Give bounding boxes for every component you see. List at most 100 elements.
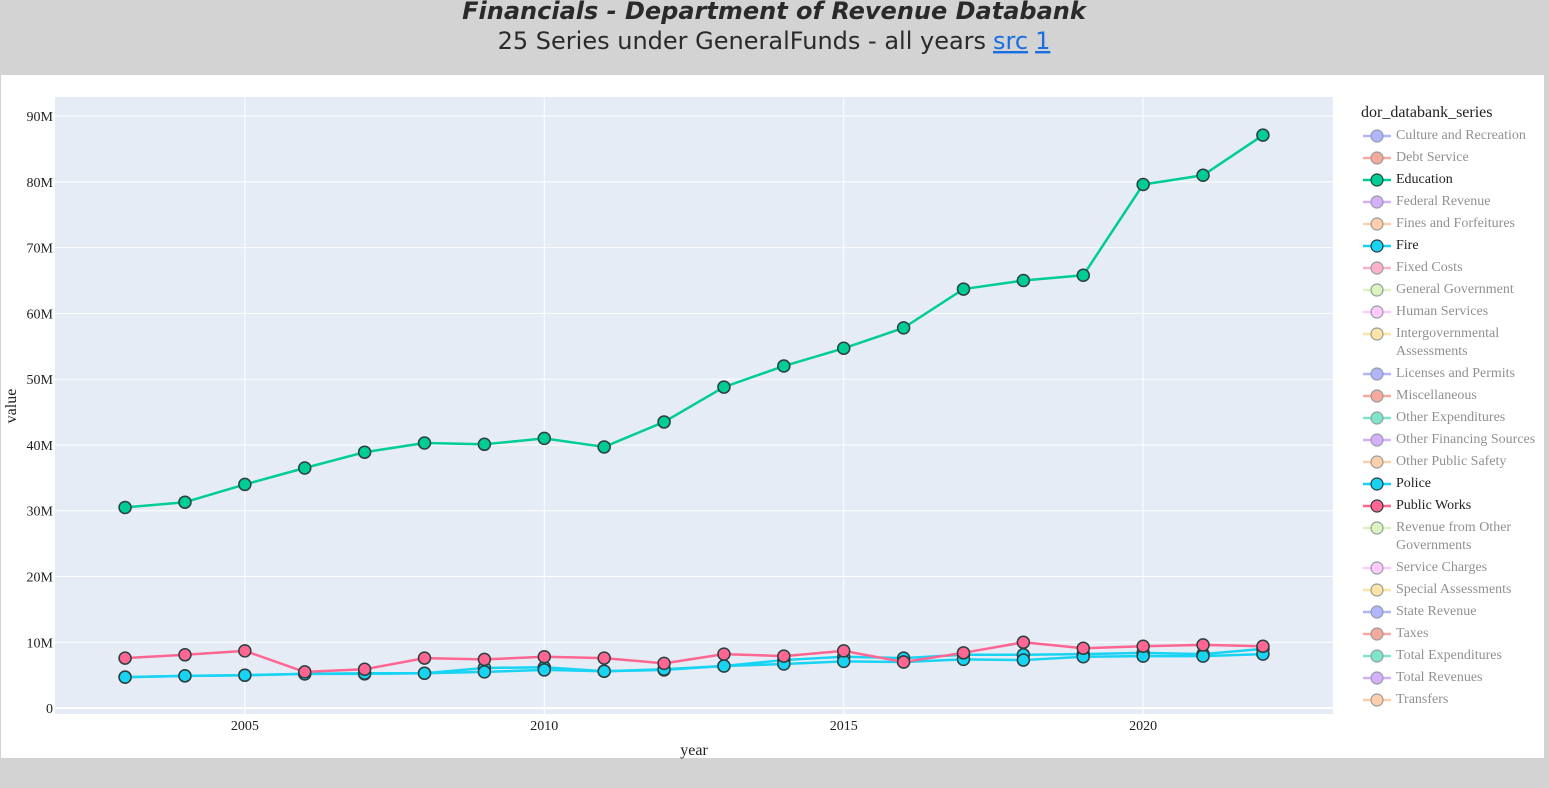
data-point — [717, 647, 731, 661]
legend-marker — [1370, 627, 1384, 641]
data-point — [956, 282, 971, 296]
legend-label: Intergovernmental Assessments — [1396, 326, 1500, 359]
legend-item[interactable]: Special Assessments — [1361, 580, 1543, 602]
data-point — [657, 415, 671, 429]
legend-marker — [1370, 217, 1384, 231]
legend-marker — [1370, 173, 1384, 187]
legend-marker — [1370, 605, 1384, 619]
legend-swatch — [1363, 649, 1391, 663]
legend-marker — [1370, 239, 1384, 253]
data-point — [178, 495, 192, 509]
legend-item[interactable]: Other Expenditures — [1361, 408, 1543, 430]
legend-swatch — [1363, 693, 1391, 707]
series-line — [124, 134, 1264, 509]
legend-label: Public Works — [1396, 498, 1472, 513]
data-point — [178, 648, 192, 662]
legend-label: General Government — [1396, 282, 1514, 297]
legend-item[interactable]: Total Revenues — [1361, 668, 1543, 690]
legend-marker — [1370, 477, 1384, 491]
legend-item[interactable]: Education — [1361, 170, 1543, 192]
legend-item[interactable]: Miscellaneous — [1361, 386, 1543, 408]
legend-item[interactable]: General Government — [1361, 280, 1543, 302]
legend-item[interactable]: Culture and Recreation — [1361, 126, 1543, 148]
chart-title: Financials - Department of Revenue Datab… — [462, 0, 1088, 25]
legend-label: Human Services — [1396, 304, 1489, 319]
legend-marker — [1370, 521, 1384, 535]
legend-label: Service Charges — [1396, 560, 1488, 575]
legend-item[interactable]: Licenses and Permits — [1361, 364, 1543, 386]
legend-label: Other Expenditures — [1396, 410, 1506, 425]
legend-label: Total Revenues — [1396, 670, 1483, 685]
legend-item[interactable]: State Revenue — [1361, 602, 1543, 624]
data-point — [357, 662, 372, 677]
data-point — [1256, 128, 1270, 142]
legend-item[interactable]: Revenue from Other Governments — [1361, 518, 1543, 558]
legend-marker — [1370, 411, 1384, 425]
link[interactable]: 1 — [1035, 27, 1050, 55]
legend-item[interactable]: Transfers — [1361, 690, 1543, 712]
x-tick-label: 2005 — [231, 719, 259, 734]
link[interactable]: src — [993, 27, 1028, 55]
data-point — [956, 646, 971, 660]
subtitle-text: 25 Series under GeneralFunds - all years — [498, 27, 986, 55]
legend-item[interactable]: Taxes — [1361, 624, 1543, 646]
legend-item[interactable]: Police — [1361, 474, 1543, 496]
data-point — [1016, 653, 1031, 667]
data-point — [417, 651, 432, 665]
x-tick-label: 2020 — [1129, 719, 1157, 734]
x-tick-label: 2015 — [830, 719, 858, 734]
legend-item[interactable]: Other Financing Sources — [1361, 430, 1543, 452]
x-tick-label: 2010 — [530, 719, 558, 734]
data-point — [1196, 168, 1210, 183]
data-point — [297, 665, 312, 679]
legend-label: Special Assessments — [1396, 582, 1512, 597]
data-point — [1136, 639, 1150, 653]
y-tick-label: 70M — [27, 242, 54, 257]
legend-swatch — [1363, 305, 1391, 319]
legend-item[interactable]: Public Works — [1361, 496, 1543, 518]
y-tick-label: 80M — [27, 176, 54, 191]
legend-label: Other Financing Sources — [1396, 432, 1536, 447]
legend-swatch — [1363, 217, 1391, 231]
legend-item[interactable]: Fines and Forfeitures — [1361, 214, 1543, 236]
legend-item[interactable]: Fixed Costs — [1361, 258, 1543, 280]
legend-label: Fines and Forfeitures — [1396, 216, 1515, 231]
legend-label: Miscellaneous — [1396, 388, 1477, 403]
legend-label: Debt Service — [1396, 150, 1469, 165]
legend-label: Police — [1396, 476, 1431, 491]
legend-marker — [1370, 327, 1384, 341]
y-tick-label: 20M — [27, 571, 54, 586]
legend-marker — [1370, 367, 1384, 381]
legend-swatch — [1363, 561, 1391, 575]
data-point — [417, 666, 432, 680]
legend-marker — [1370, 561, 1384, 575]
legend-item[interactable]: Intergovernmental Assessments — [1361, 324, 1543, 364]
data-point — [357, 445, 372, 459]
data-point — [118, 651, 132, 665]
legend-swatch — [1363, 627, 1391, 641]
legend-swatch — [1363, 327, 1391, 341]
data-point — [836, 341, 851, 356]
y-tick-label: 50M — [27, 373, 54, 388]
legend-title: dor_databank_series — [1361, 104, 1493, 121]
legend-item[interactable]: Service Charges — [1361, 558, 1543, 580]
legend-label: Education — [1396, 172, 1453, 187]
legend-swatch — [1363, 583, 1391, 597]
data-point — [597, 664, 611, 678]
legend-swatch — [1363, 477, 1391, 491]
legend-item[interactable]: Total Expenditures — [1361, 646, 1543, 668]
y-axis-label: value — [3, 389, 20, 424]
legend-label: Total Expenditures — [1396, 648, 1502, 663]
legend-item[interactable]: Human Services — [1361, 302, 1543, 324]
legend-label: Federal Revenue — [1396, 194, 1491, 209]
data-point — [1136, 177, 1150, 192]
legend-item[interactable]: Debt Service — [1361, 148, 1543, 170]
legend-item[interactable]: Other Public Safety — [1361, 452, 1543, 474]
legend-label: Transfers — [1396, 692, 1449, 707]
legend-swatch — [1363, 173, 1391, 187]
legend-item[interactable]: Fire — [1361, 236, 1543, 258]
legend-item[interactable]: Federal Revenue — [1361, 192, 1543, 214]
legend-marker — [1370, 693, 1384, 707]
legend-label: State Revenue — [1396, 604, 1477, 619]
